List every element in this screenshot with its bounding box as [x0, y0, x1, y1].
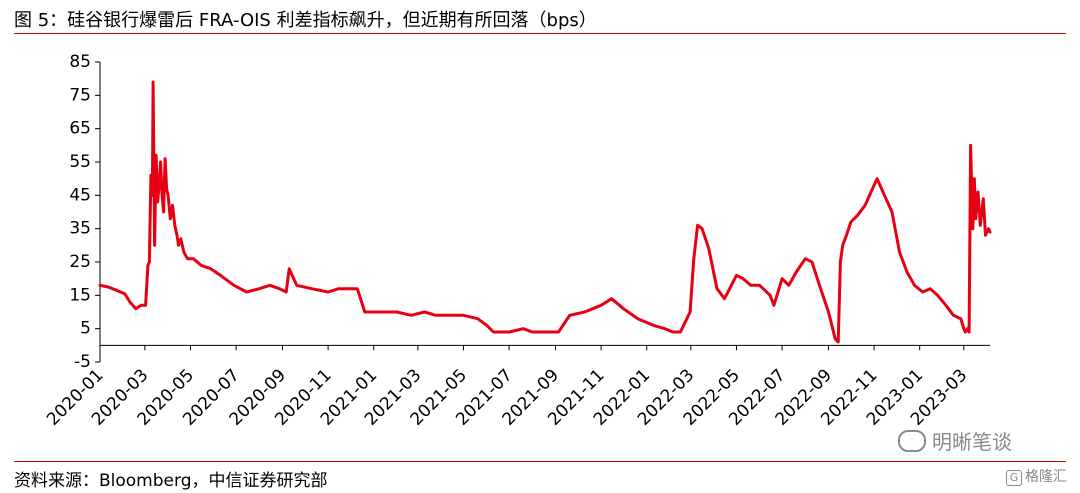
- y-tick-label: 85: [69, 52, 91, 72]
- logo-text: 格隆汇: [1025, 469, 1067, 485]
- y-tick-label: -5: [74, 352, 91, 372]
- series-line: [98, 80, 992, 344]
- x-axis: 2020-012020-032020-052020-072020-092020-…: [43, 344, 990, 430]
- logo-mark-icon: G: [1006, 470, 1022, 486]
- y-tick-label: 25: [69, 252, 91, 272]
- gelonghui-logo: G 格隆汇: [1006, 466, 1067, 486]
- wechat-watermark: 明晰笔谈: [898, 426, 1012, 455]
- y-tick-label: 55: [69, 152, 91, 172]
- chart-title: 图 5：硅谷银行爆雷后 FRA-OIS 利差指标飙升，但近期有所回落（bps）: [14, 10, 597, 31]
- y-axis: 85 75 65 55 45 35 25 15 5 -5: [69, 52, 101, 372]
- title-divider: [14, 33, 1066, 34]
- watermark-text: 明晰笔谈: [932, 430, 1012, 454]
- y-tick-label: 65: [69, 119, 91, 139]
- y-tick-label: 5: [80, 319, 91, 339]
- wechat-icon: [898, 430, 926, 452]
- footer-divider: [14, 461, 1066, 462]
- y-tick-label: 35: [69, 219, 91, 239]
- source-note: 资料来源：Bloomberg，中信证券研究部: [14, 471, 328, 491]
- y-tick-label: 75: [69, 85, 91, 105]
- series-layer: [98, 80, 992, 344]
- y-tick-label: 45: [69, 185, 91, 205]
- y-tick-label: 15: [69, 285, 91, 305]
